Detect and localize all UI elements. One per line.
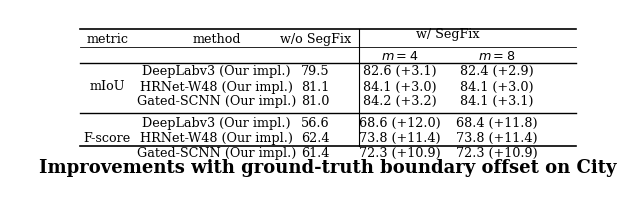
- Text: 56.6: 56.6: [301, 117, 330, 130]
- Text: 72.3 (+10.9): 72.3 (+10.9): [456, 147, 538, 160]
- Text: 73.8 (+11.4): 73.8 (+11.4): [456, 132, 538, 145]
- Text: F-score: F-score: [84, 132, 131, 145]
- Text: $m = 8$: $m = 8$: [478, 50, 515, 63]
- Text: 84.1 (+3.0): 84.1 (+3.0): [460, 81, 534, 93]
- Text: 72.3 (+10.9): 72.3 (+10.9): [359, 147, 441, 160]
- Text: 68.6 (+12.0): 68.6 (+12.0): [359, 117, 441, 130]
- Text: HRNet-W48 (Our impl.): HRNet-W48 (Our impl.): [140, 132, 293, 145]
- Text: 84.1 (+3.0): 84.1 (+3.0): [363, 81, 436, 93]
- Text: 82.4 (+2.9): 82.4 (+2.9): [460, 65, 534, 78]
- Text: 84.2 (+3.2): 84.2 (+3.2): [363, 95, 436, 108]
- Text: DeepLabv3 (Our impl.): DeepLabv3 (Our impl.): [142, 117, 291, 130]
- Text: 73.8 (+11.4): 73.8 (+11.4): [359, 132, 441, 145]
- Text: 61.4: 61.4: [301, 147, 330, 160]
- Text: 82.6 (+3.1): 82.6 (+3.1): [363, 65, 436, 78]
- Text: Gated-SCNN (Our impl.): Gated-SCNN (Our impl.): [137, 95, 296, 108]
- Text: mIoU: mIoU: [90, 80, 125, 93]
- Text: 62.4: 62.4: [301, 132, 330, 145]
- Text: $m = 4$: $m = 4$: [381, 50, 419, 63]
- Text: metric: metric: [86, 32, 128, 46]
- Text: 81.0: 81.0: [301, 95, 330, 108]
- Text: DeepLabv3 (Our impl.): DeepLabv3 (Our impl.): [142, 65, 291, 78]
- Text: w/ SegFix: w/ SegFix: [417, 28, 480, 41]
- Text: method: method: [192, 32, 241, 46]
- Text: Improvements with ground-truth boundary offset on City: Improvements with ground-truth boundary …: [39, 159, 617, 177]
- Text: w/o SegFix: w/o SegFix: [280, 32, 351, 46]
- Text: 81.1: 81.1: [301, 81, 330, 93]
- Text: HRNet-W48 (Our impl.): HRNet-W48 (Our impl.): [140, 81, 293, 93]
- Text: Gated-SCNN (Our impl.): Gated-SCNN (Our impl.): [137, 147, 296, 160]
- Text: 79.5: 79.5: [301, 65, 330, 78]
- Text: 84.1 (+3.1): 84.1 (+3.1): [460, 95, 533, 108]
- Text: 68.4 (+11.8): 68.4 (+11.8): [456, 117, 538, 130]
